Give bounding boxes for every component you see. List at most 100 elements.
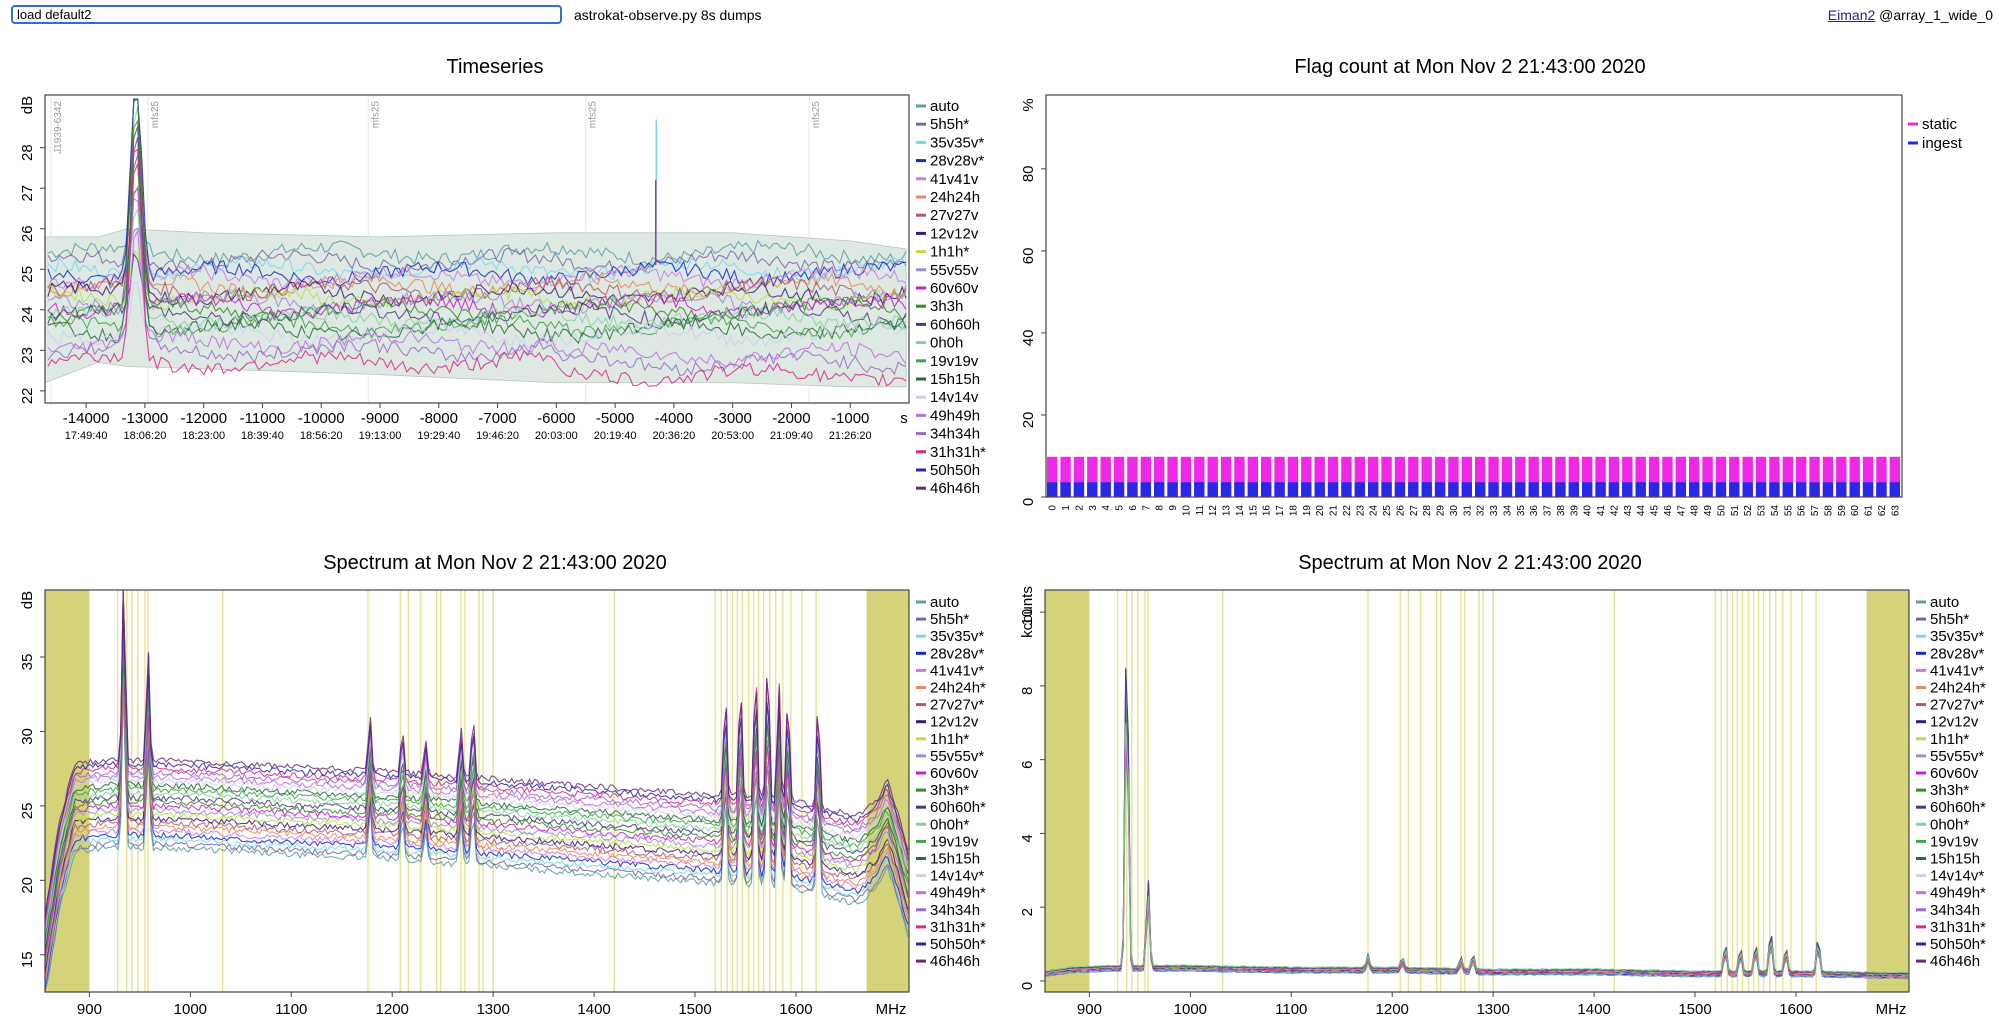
x-tick-label: 52 xyxy=(1743,505,1754,517)
flag-bar-static xyxy=(1862,456,1874,497)
spectrum-line xyxy=(1044,671,1909,979)
spectrum-legend-entry: 50h50h* xyxy=(930,936,986,953)
spectrum-line xyxy=(44,625,909,945)
x-tick-label: 7 xyxy=(1141,505,1152,511)
flag-bar-ingest xyxy=(1755,482,1767,497)
x-tick-label: 1400 xyxy=(1577,1001,1610,1018)
flag-bar-ingest xyxy=(1595,482,1606,497)
user-link[interactable]: Eiman2 xyxy=(1827,7,1876,23)
x-tick-label: 27 xyxy=(1409,505,1420,517)
spectrum-legend-entry: 31h31h* xyxy=(930,919,986,936)
timeseries-legend-entry: 31h31h* xyxy=(930,444,986,461)
x-tick-label: 41 xyxy=(1596,505,1607,517)
spectrum-legend-entry: 34h34h xyxy=(930,902,980,919)
time-tick-label: 20:53:00 xyxy=(711,430,754,442)
y-tick-label: 23 xyxy=(19,347,36,364)
x-tick-label: 3 xyxy=(1088,505,1099,511)
flag-bar-ingest xyxy=(1689,482,1700,497)
scan-annotation: mfs25 xyxy=(811,101,822,129)
y-tick-label: 0 xyxy=(1019,982,1036,990)
spectrum-line xyxy=(44,660,909,993)
flag-bar-static xyxy=(1541,456,1553,497)
x-tick-label: 4 xyxy=(1101,505,1112,511)
x-tick-label: 900 xyxy=(77,1001,102,1018)
flag-bar-ingest xyxy=(1715,482,1727,497)
spectrum-legend-entry: 24h24h* xyxy=(1930,680,1986,697)
timeseries-legend-entry: 1h1h* xyxy=(930,244,969,261)
y-tick-label: 10 xyxy=(1019,609,1036,626)
y-axis-label: % xyxy=(1020,98,1037,111)
flag-bar-ingest xyxy=(1194,482,1205,497)
x-tick-label: 40 xyxy=(1583,505,1594,517)
x-tick-label: 1500 xyxy=(1678,1001,1711,1018)
time-tick-label: 19:46:20 xyxy=(476,430,519,442)
spectrum-line xyxy=(1044,667,1909,975)
x-tick-label: 900 xyxy=(1077,1001,1102,1018)
flag-bar-static xyxy=(1729,456,1740,497)
flag-bar-static xyxy=(1434,456,1446,497)
timeseries-legend-entry: 60h60h xyxy=(930,316,980,333)
spectrum-line xyxy=(44,669,909,982)
timeseries-chart[interactable]: 22 23 24 25 26 27 28 dB -14000 17:49:40 -13000 18:0… xyxy=(0,40,1000,540)
flag-bar-static xyxy=(1408,456,1419,497)
flag-bar-static xyxy=(1167,456,1178,497)
timeseries-line xyxy=(47,281,907,348)
y-tick-label: 22 xyxy=(19,387,36,404)
x-tick-label: 8 xyxy=(1155,505,1166,511)
x-tick-label: 59 xyxy=(1837,505,1848,517)
spectrum-db-chart[interactable]: 15 20 25 30 35 dB 900 1000 1100 1200 1300 1400 1500 1… xyxy=(0,540,1000,1024)
flag-bar-ingest xyxy=(1849,482,1860,497)
spectrum-legend-entry: auto xyxy=(930,594,959,611)
flag-bar-static xyxy=(1127,456,1138,497)
flag-bar-static xyxy=(1287,456,1299,497)
flag-bar-ingest xyxy=(1341,482,1352,497)
flag-bar-ingest xyxy=(1635,482,1646,497)
flag-bar-ingest xyxy=(1421,482,1432,497)
flag-bar-ingest xyxy=(1314,482,1325,497)
spectrum-db-panel: Spectrum at Mon Nov 2 21:43:00 2020 15 20… xyxy=(0,540,1000,1024)
time-tick-label: 18:56:20 xyxy=(300,430,343,442)
timeseries-line xyxy=(47,197,907,316)
flag-count-chart[interactable]: 0 1 2 3 4 5 6 7 8 9 10 11 12 13 14 15 16 17 18 19 20 21 22 23 24… xyxy=(1000,40,1999,540)
x-tick-label: 1100 xyxy=(275,1001,307,1018)
x-tick-label: 46 xyxy=(1663,505,1674,517)
x-tick-label: 51 xyxy=(1730,505,1741,517)
flag-bar-static xyxy=(1715,456,1727,497)
flag-bar-static xyxy=(1568,456,1579,497)
flag-bar-static xyxy=(1154,456,1165,497)
timeseries-legend-entry: auto xyxy=(930,98,959,115)
x-tick-label: 21 xyxy=(1329,505,1340,517)
spectrum-legend-entry: 55v55v* xyxy=(930,748,984,765)
x-tick-label: 33 xyxy=(1489,505,1500,517)
timeseries-legend-entry: 27v27v xyxy=(930,207,979,224)
flag-bar-static xyxy=(1488,456,1499,497)
timeseries-legend-entry: 41v41v xyxy=(930,171,979,188)
spectrum-line xyxy=(1044,725,1909,976)
time-tick-label: 18:23:00 xyxy=(182,430,225,442)
command-input[interactable] xyxy=(11,5,562,24)
spectrum-legend-entry: 41v41v* xyxy=(930,662,984,679)
x-tick-label: 36 xyxy=(1529,505,1540,517)
flag-bar-static xyxy=(1060,456,1071,497)
timeseries-line xyxy=(47,229,907,369)
flag-bar-static xyxy=(1207,456,1218,497)
x-tick-label: 16 xyxy=(1262,505,1273,517)
x-tick-label: -3000 xyxy=(713,410,751,427)
spectrum-line xyxy=(44,644,909,967)
x-tick-label: 12 xyxy=(1208,505,1219,517)
x-tick-label: -2000 xyxy=(772,410,810,427)
flag-bar-ingest xyxy=(1796,482,1807,497)
spectrum-line xyxy=(1044,709,1909,979)
timeseries-line xyxy=(47,162,907,300)
flag-bar-static xyxy=(1595,456,1606,497)
x-tick-label: 23 xyxy=(1355,505,1366,517)
flag-bar-ingest xyxy=(1769,482,1780,497)
spectrum-line xyxy=(1044,687,1909,976)
spectrum-line xyxy=(44,590,909,915)
spectrum-legend-entry: 14v14v* xyxy=(1930,868,1984,885)
spectrum-line xyxy=(1044,706,1909,977)
spectrum-line xyxy=(44,620,909,957)
time-tick-label: 18:06:20 xyxy=(124,430,167,442)
timeseries-legend-entry: 3h3h xyxy=(930,298,963,315)
